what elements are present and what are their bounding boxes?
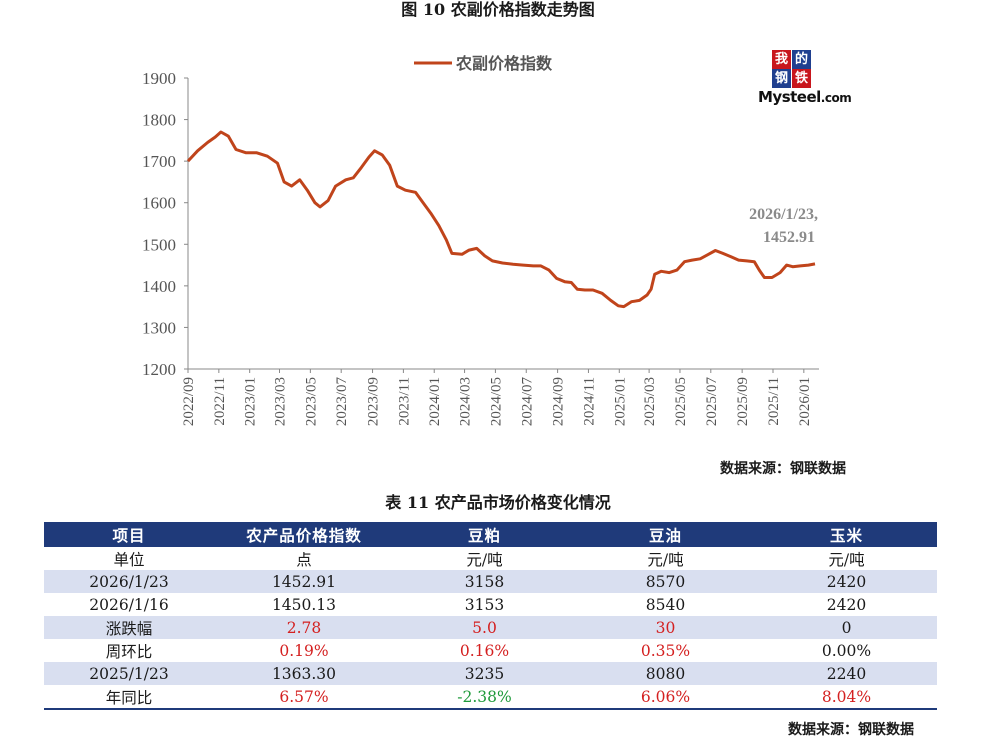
table-cell: 2026/1/16 xyxy=(89,595,169,614)
y-tick-label: 1600 xyxy=(142,194,176,213)
y-tick-label: 1700 xyxy=(142,152,176,171)
x-tick-label: 2025/05 xyxy=(673,377,689,426)
logo-char-3: 钢 xyxy=(772,69,791,88)
logo-char-1: 我 xyxy=(772,50,791,69)
table-row: 年同比 6.57% -2.38% 6.06% 8.04% xyxy=(44,685,937,710)
y-tick-label: 1800 xyxy=(142,111,176,130)
y-tick-label: 1300 xyxy=(142,318,176,337)
table-cell: 1452.91 xyxy=(214,570,394,593)
table-cell: 元/吨 xyxy=(828,550,865,569)
y-tick-label: 1900 xyxy=(142,69,176,88)
header-soymeal: 豆粕 xyxy=(394,522,575,547)
table-cell: 5.0 xyxy=(394,616,575,639)
header-corn: 玉米 xyxy=(756,522,937,547)
x-tick-label: 2025/01 xyxy=(612,377,628,426)
x-tick-label: 2024/07 xyxy=(519,377,535,427)
annotation-date: 2026/1/23, xyxy=(749,206,818,223)
table-cell: 30 xyxy=(575,616,756,639)
x-tick-label: 2023/07 xyxy=(334,377,350,427)
table-cell: 元/吨 xyxy=(647,550,684,569)
table-cell: 点 xyxy=(296,550,312,569)
header-index: 农产品价格指数 xyxy=(214,522,394,547)
table-cell: -2.38% xyxy=(394,685,575,710)
table-cell: 0.19% xyxy=(279,641,329,660)
table-cell: 2.78 xyxy=(214,616,394,639)
table-cell: 0.16% xyxy=(459,641,510,660)
table-cell: 3158 xyxy=(394,570,575,593)
price-table: 项目 农产品价格指数 豆粕 豆油 玉米 单位点元/吨 元/吨 元/吨 2026/1/2… xyxy=(44,522,937,710)
table-row: 周环比 0.19% 0.16% 0.35% 0.00% xyxy=(44,639,937,662)
figure-title: 图 10 农副价格指数走势图 xyxy=(401,0,595,19)
table-cell: 元/吨 xyxy=(466,550,503,569)
table-cell: 0 xyxy=(756,616,937,639)
table-cell: 单位 xyxy=(113,550,145,569)
table-cell: 3153 xyxy=(464,595,505,614)
x-tick-label: 2023/03 xyxy=(273,377,289,426)
x-tick-label: 2024/11 xyxy=(581,377,597,426)
x-tick-label: 2024/01 xyxy=(427,377,443,426)
x-tick-label: 2024/09 xyxy=(551,377,567,426)
x-tick-label: 2025/09 xyxy=(735,377,751,426)
header-item: 项目 xyxy=(44,522,214,547)
table-cell: 8540 xyxy=(645,595,686,614)
table-cell: 1363.30 xyxy=(214,662,394,685)
x-tick-label: 2023/05 xyxy=(303,377,319,426)
annotation-value: 1452.91 xyxy=(763,229,815,246)
x-tick-label: 2022/11 xyxy=(212,377,228,426)
x-tick-label: 2024/05 xyxy=(488,377,504,426)
table-cell: 3235 xyxy=(394,662,575,685)
table-body: 单位点元/吨 元/吨 元/吨 2026/1/23 1452.91 3158 8570 2420… xyxy=(44,547,937,710)
table-row: 2026/1/23 1452.91 3158 8570 2420 xyxy=(44,570,937,593)
chart-source: 数据来源：钢联数据 xyxy=(720,461,846,477)
y-tick-label: 1500 xyxy=(142,235,176,254)
x-tick-label: 2023/09 xyxy=(366,377,382,426)
logo-char-4: 铁 xyxy=(792,69,811,88)
x-tick-label: 2025/07 xyxy=(704,377,720,427)
x-tick-label: 2023/11 xyxy=(396,377,412,426)
legend-label: 农副价格指数 xyxy=(455,54,553,73)
table-row: 涨跌幅 2.78 5.0 30 0 xyxy=(44,616,937,639)
x-tick-label: 2025/11 xyxy=(766,377,782,426)
x-tick-label: 2022/09 xyxy=(181,377,197,426)
y-tick-label: 1200 xyxy=(142,360,176,379)
logo-char-2: 的 xyxy=(792,50,811,69)
table-cell: 0.35% xyxy=(640,641,691,660)
table-row: 单位 点 元/吨 元/吨 元/吨 xyxy=(44,547,937,570)
logo-text-suffix: .com xyxy=(820,91,852,105)
table-header-row: 项目 农产品价格指数 豆粕 豆油 玉米 xyxy=(44,522,937,547)
table-cell: 周环比 xyxy=(105,642,153,661)
table-cell: 8.04% xyxy=(756,685,937,710)
table-cell: 6.57% xyxy=(214,685,394,710)
table-cell: 2025/1/23 xyxy=(44,662,214,685)
table-row: 2026/1/16 1450.13 3153 8540 2420 xyxy=(44,593,937,616)
x-tick-label: 2026/01 xyxy=(797,377,813,426)
table-cell: 8080 xyxy=(575,662,756,685)
table-cell: 6.06% xyxy=(575,685,756,710)
table-cell: 2420 xyxy=(826,595,867,614)
logo-text: Mysteel.com xyxy=(758,88,852,106)
x-tick-label: 2024/03 xyxy=(458,377,474,426)
x-tick-label: 2023/01 xyxy=(243,377,259,426)
table-source: 数据来源：钢联数据 xyxy=(788,722,914,738)
table-cell: 0.00% xyxy=(821,641,872,660)
series-line xyxy=(186,130,816,309)
table-cell: 涨跌幅 xyxy=(44,616,214,639)
table-row: 2025/1/23 1363.30 3235 8080 2240 xyxy=(44,662,937,685)
table-title: 表 11 农产品市场价格变化情况 xyxy=(385,493,611,512)
logo-text-main: Mysteel xyxy=(758,88,821,106)
table-cell: 2420 xyxy=(756,570,937,593)
y-tick-label: 1400 xyxy=(142,277,176,296)
table-cell: 2026/1/23 xyxy=(44,570,214,593)
line-chart: 1200 1300 1400 1500 1600 1700 1800 1900 2022/09 2… xyxy=(142,54,819,427)
mysteel-logo: 我 的 钢 铁 Mysteel.com xyxy=(758,50,852,110)
header-soyoil: 豆油 xyxy=(575,522,756,547)
table-cell: 年同比 xyxy=(44,685,214,710)
x-tick-label: 2025/03 xyxy=(642,377,658,426)
table-cell: 8570 xyxy=(575,570,756,593)
table-cell: 1450.13 xyxy=(271,595,337,614)
table-cell: 2240 xyxy=(756,662,937,685)
